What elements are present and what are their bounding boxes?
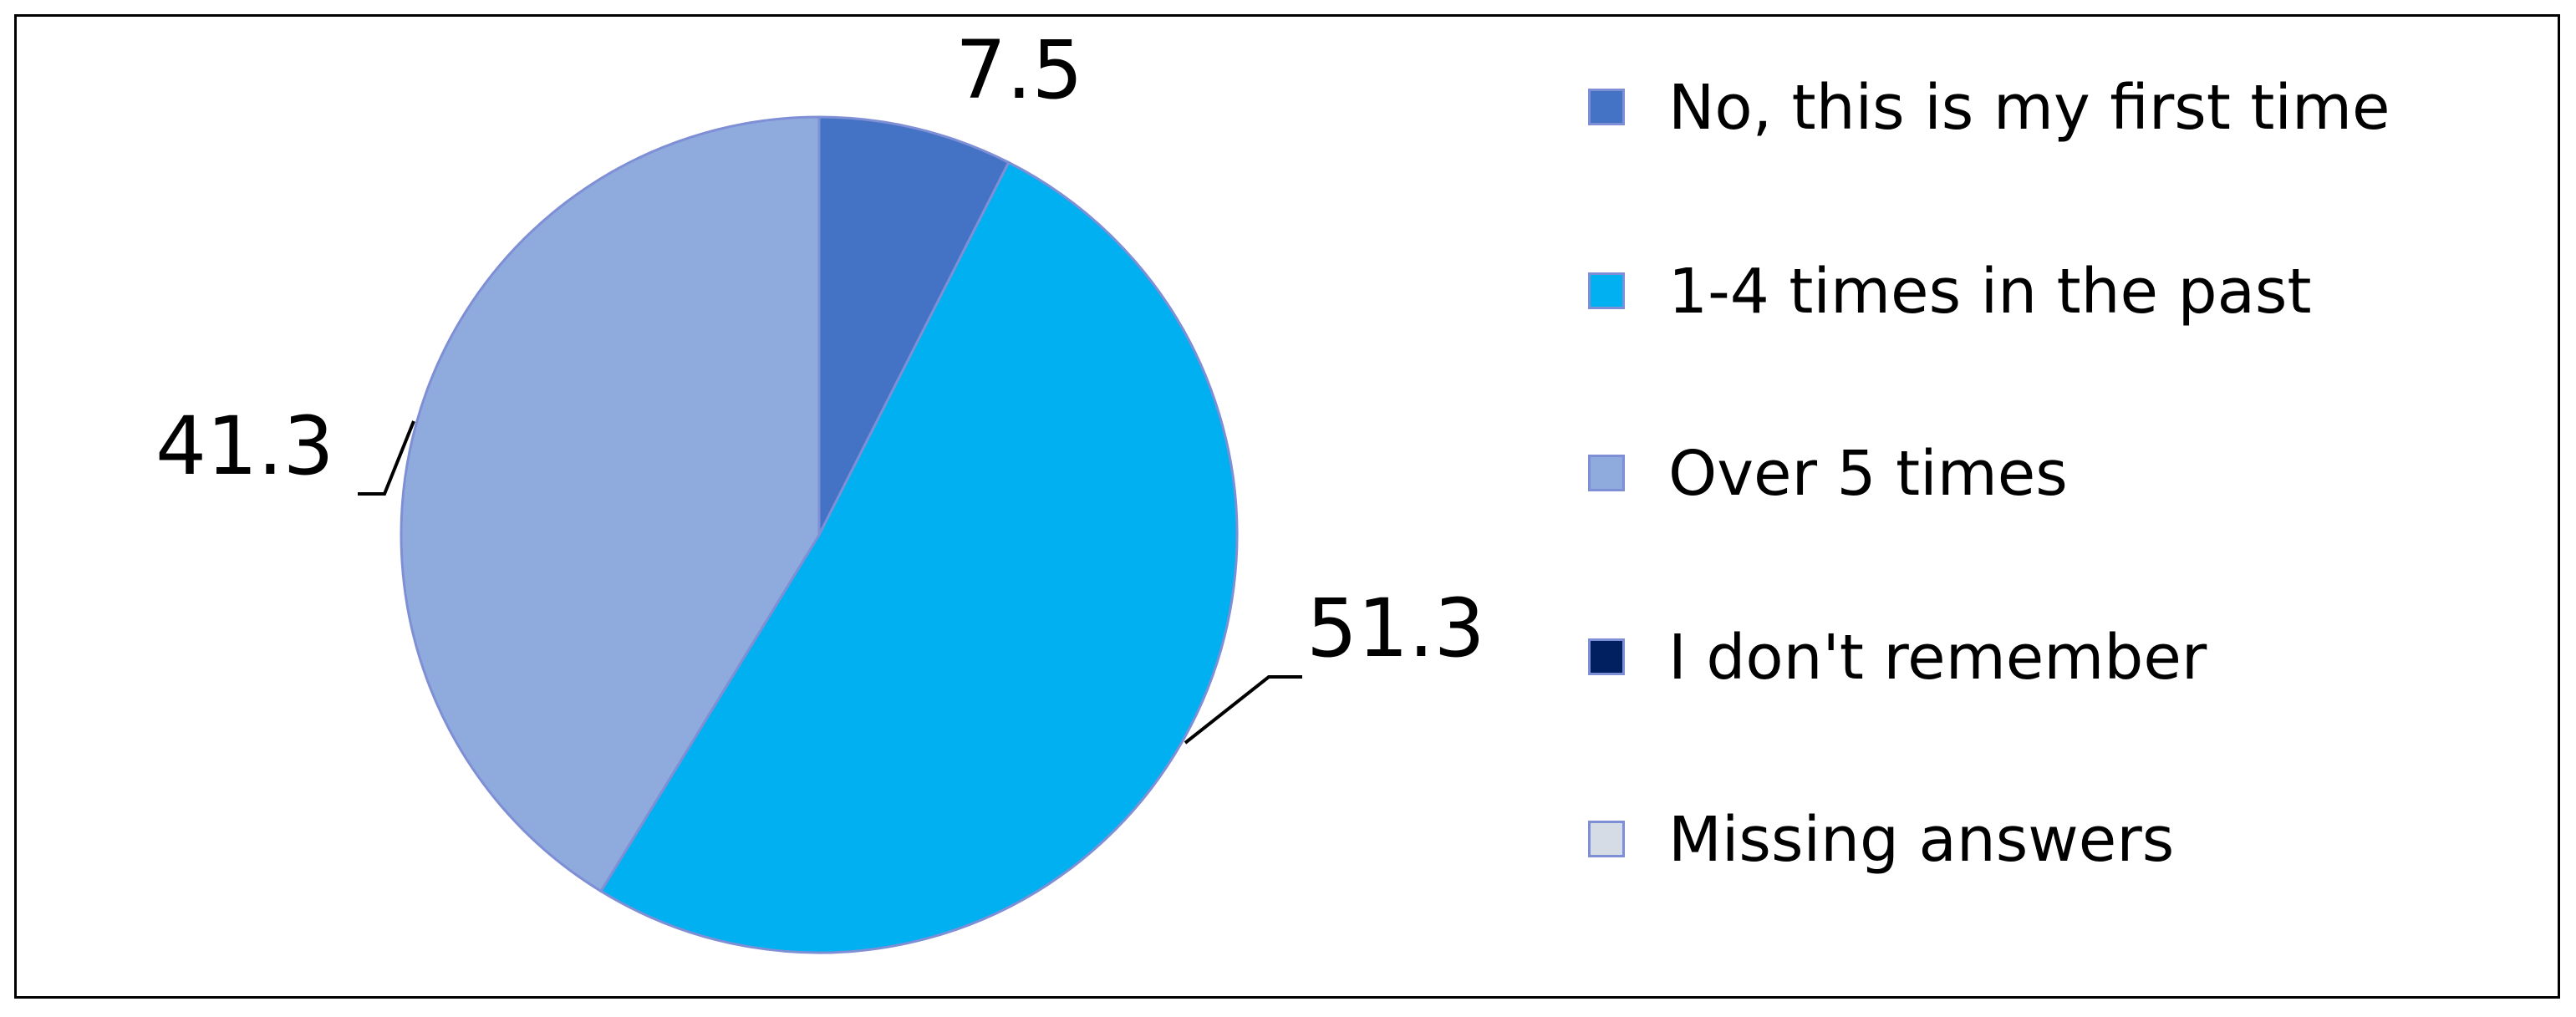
legend-label: Over 5 times (1668, 438, 2068, 510)
chart-frame: 7.5 51.3 41.3 No, this is my first time 1-4… (14, 14, 2560, 999)
legend-swatch (1588, 821, 1625, 857)
leader-line (358, 420, 415, 496)
legend-swatch (1588, 638, 1625, 675)
pie-slice (400, 115, 821, 893)
pie-slice (598, 160, 1239, 954)
legend-label: Missing answers (1668, 804, 2175, 876)
legend-label: I don't remember (1668, 622, 2207, 694)
legend-swatch (1588, 455, 1625, 491)
pie-slice (817, 115, 1011, 536)
legend-swatch (1588, 89, 1625, 125)
data-label: 41.3 (155, 399, 334, 493)
data-label: 7.5 (955, 23, 1083, 117)
data-label: 51.3 (1306, 582, 1485, 675)
legend-label: 1-4 times in the past (1668, 256, 2312, 328)
pie-chart: 7.5 51.3 41.3 (155, 23, 1485, 954)
legend-swatch (1588, 272, 1625, 309)
leader-line (1184, 675, 1302, 745)
legend-label: No, this is my first time (1668, 72, 2390, 144)
